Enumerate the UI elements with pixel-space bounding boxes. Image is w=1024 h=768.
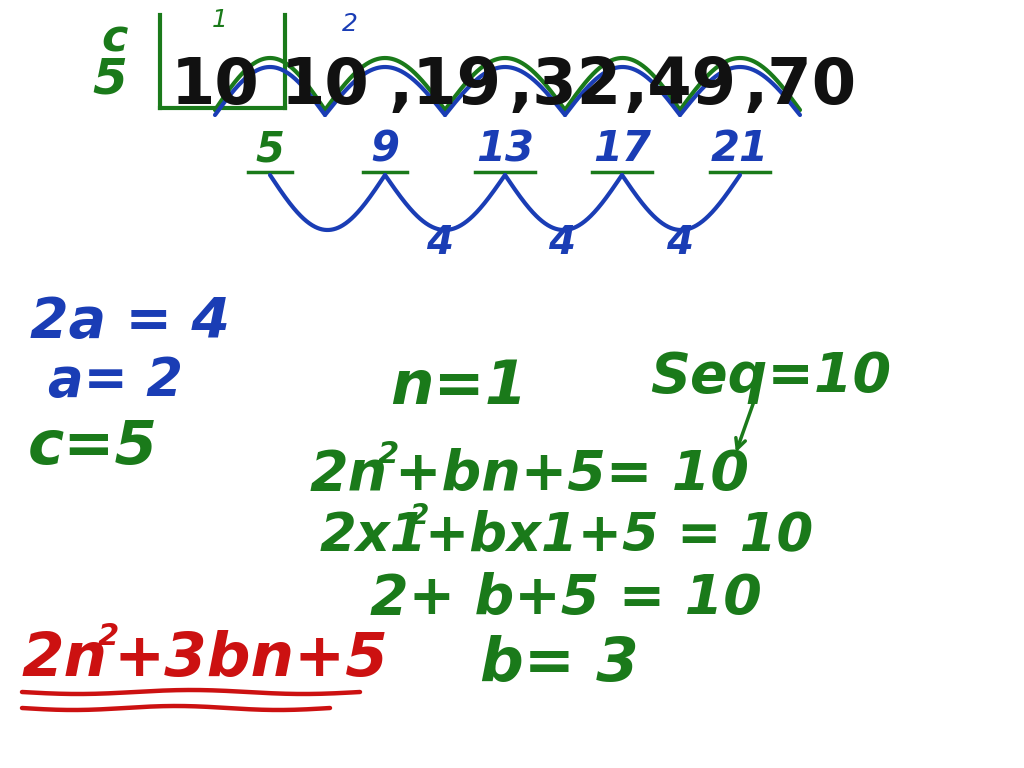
Text: 1: 1 <box>212 8 228 32</box>
Text: ,19: ,19 <box>388 55 502 117</box>
Text: Seq=10: Seq=10 <box>650 350 891 404</box>
Text: n=1: n=1 <box>390 358 527 417</box>
Text: 9: 9 <box>371 128 399 170</box>
Text: ,49: ,49 <box>624 55 736 117</box>
Text: c: c <box>101 18 128 61</box>
Text: 10: 10 <box>171 55 259 117</box>
Text: a= 2: a= 2 <box>48 355 183 407</box>
Text: 4: 4 <box>549 224 575 262</box>
Text: 2n: 2n <box>310 448 388 502</box>
Text: 4: 4 <box>427 224 454 262</box>
Text: +bx1+5 = 10: +bx1+5 = 10 <box>425 510 813 562</box>
Text: 5: 5 <box>256 128 285 170</box>
Text: 2a = 4: 2a = 4 <box>30 295 230 349</box>
Text: 2n: 2n <box>22 630 108 689</box>
Text: 17: 17 <box>593 128 651 170</box>
Text: 2+ b+5 = 10: 2+ b+5 = 10 <box>370 572 762 626</box>
Text: 2: 2 <box>342 12 358 36</box>
Text: 2x1: 2x1 <box>319 510 427 562</box>
Text: ,70: ,70 <box>743 55 856 117</box>
Text: b= 3: b= 3 <box>480 635 639 694</box>
Text: 10: 10 <box>281 55 370 117</box>
Text: c=5: c=5 <box>28 418 158 477</box>
Text: +3bn+5: +3bn+5 <box>114 630 389 689</box>
Text: 2: 2 <box>98 622 119 651</box>
Text: 13: 13 <box>476 128 534 170</box>
Text: 2: 2 <box>410 502 429 530</box>
Text: +bn+5= 10: +bn+5= 10 <box>395 448 749 502</box>
Text: ,32: ,32 <box>509 55 622 117</box>
Text: 21: 21 <box>711 128 769 170</box>
Text: 4: 4 <box>667 224 693 262</box>
Text: 5: 5 <box>92 55 127 103</box>
Text: 2: 2 <box>378 440 399 469</box>
